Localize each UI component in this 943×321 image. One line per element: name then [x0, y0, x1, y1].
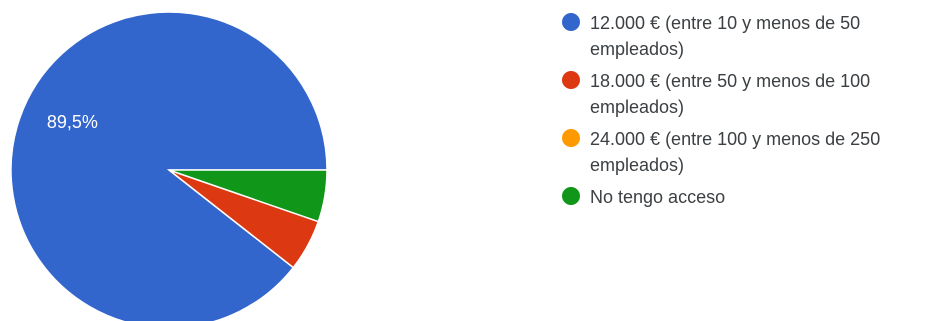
- legend-swatch-icon: [562, 129, 580, 147]
- pie-slice-4[interactable]: [168, 169, 328, 223]
- legend-label: No tengo acceso: [590, 187, 726, 207]
- legend-item-4[interactable]: No tengo acceso: [562, 184, 937, 210]
- legend-label: 24.000 € (entre 100 y menos de 250 emple…: [590, 129, 881, 175]
- pie-slice-1[interactable]: [10, 11, 328, 321]
- legend-item-1[interactable]: 12.000 € (entre 10 y menos de 50 emplead…: [562, 10, 937, 62]
- legend-swatch-icon: [562, 187, 580, 205]
- chart-legend: 12.000 € (entre 10 y menos de 50 emplead…: [562, 10, 937, 216]
- legend-item-3[interactable]: 24.000 € (entre 100 y menos de 250 emple…: [562, 126, 937, 178]
- legend-swatch-icon: [562, 13, 580, 31]
- pie-data-label-1: 89,5%: [47, 112, 98, 132]
- legend-label: 12.000 € (entre 10 y menos de 50 emplead…: [590, 13, 861, 59]
- legend-item-2[interactable]: 18.000 € (entre 50 y menos de 100 emplea…: [562, 68, 937, 120]
- legend-swatch-icon: [562, 71, 580, 89]
- legend-label: 18.000 € (entre 50 y menos de 100 emplea…: [590, 71, 871, 117]
